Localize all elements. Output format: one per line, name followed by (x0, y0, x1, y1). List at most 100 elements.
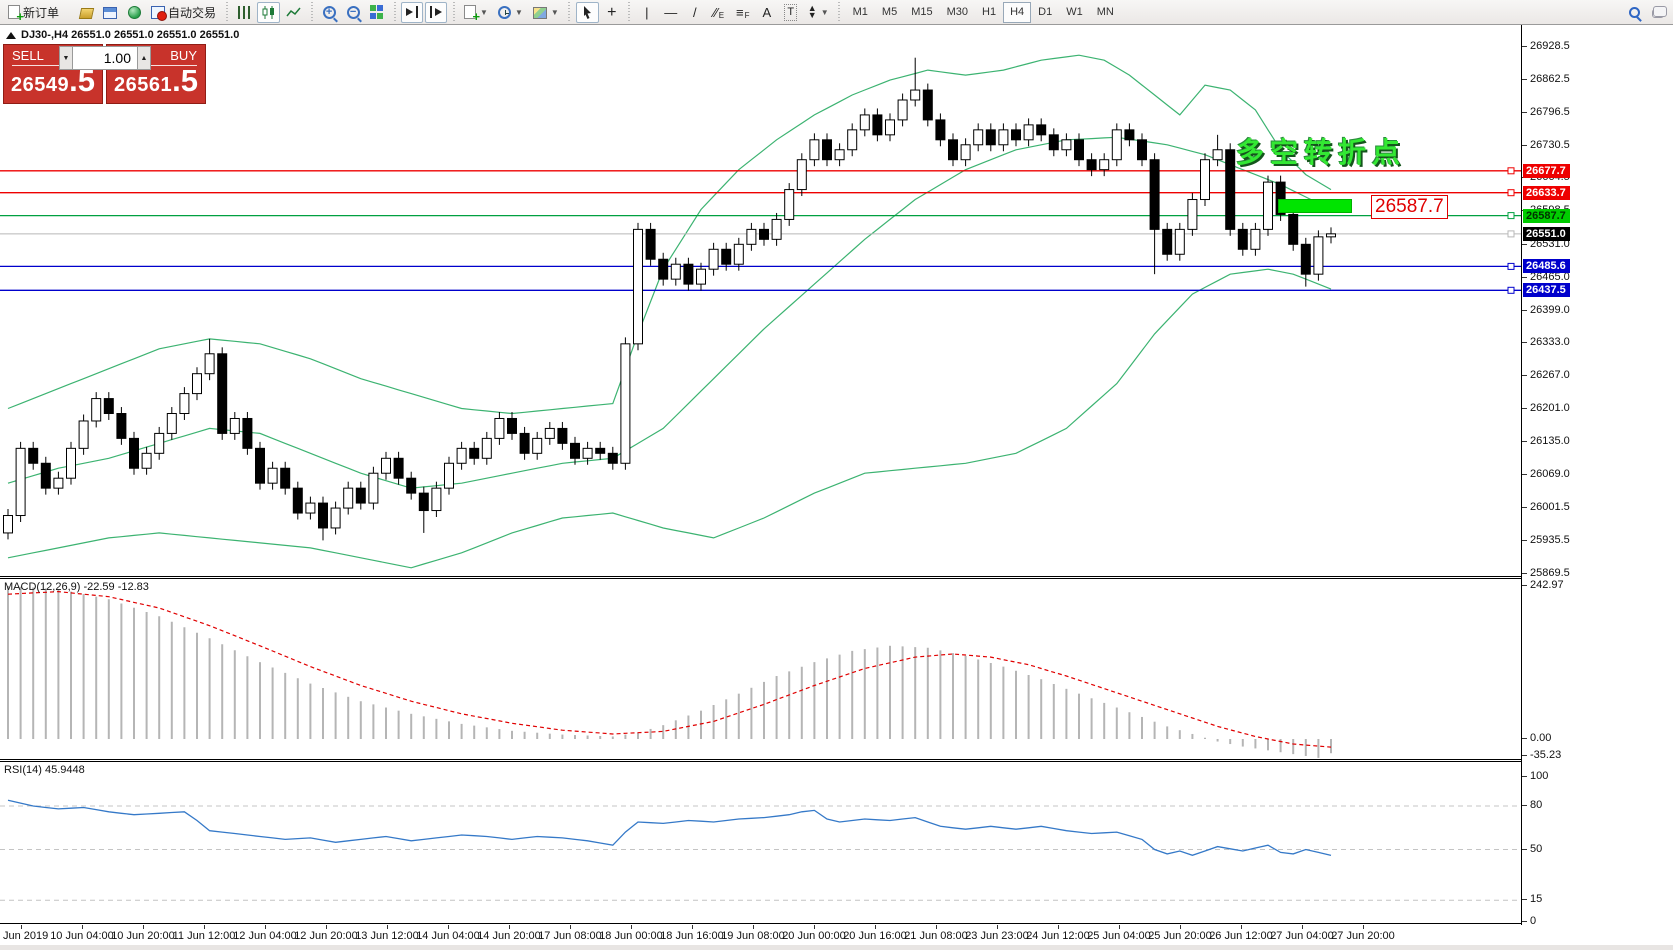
trendline-tool-button[interactable]: / (684, 2, 706, 23)
time-tick-label: 13 Jun 12:00 (355, 930, 419, 942)
toolbar-separator (309, 2, 315, 22)
channel-tool-button[interactable]: ⁄⁄ E (708, 2, 730, 23)
trendline-icon: / (692, 4, 697, 20)
channel-icon: ⁄⁄ (713, 4, 718, 20)
navigator-button[interactable] (123, 2, 145, 23)
chart-shift-button[interactable] (425, 1, 448, 23)
periods-button[interactable]: ▼ (494, 2, 527, 23)
axis-tick-label: 26862.5 (1530, 73, 1570, 85)
template-icon (532, 7, 547, 19)
zoom-out-button[interactable]: − (342, 2, 364, 23)
volume-decrease-button[interactable]: ▼ (59, 46, 73, 70)
toolbar-separator (451, 2, 457, 22)
tile-windows-icon (370, 5, 384, 19)
price-chart[interactable]: DJ30-,H4 26551.0 26551.0 26551.0 26551.0… (0, 25, 1521, 577)
time-tick-mark (1180, 925, 1181, 929)
price-axis[interactable]: 26928.526862.526796.526730.526664.526598… (1521, 25, 1673, 927)
tile-windows-button[interactable] (366, 2, 388, 23)
bar-chart-button[interactable] (233, 2, 255, 23)
turning-point-annotation[interactable]: 多空转折点 (1236, 137, 1407, 168)
time-tick-mark (21, 925, 22, 929)
volume-increase-button[interactable]: ▲ (137, 46, 151, 70)
templates-button[interactable]: ▼ (529, 2, 563, 23)
volume-input[interactable] (73, 46, 137, 70)
horizontal-line-icon: — (664, 4, 678, 20)
axis-tick-mark (1522, 145, 1527, 146)
community-chat-button[interactable] (1647, 2, 1669, 23)
timeframe-m15-button[interactable]: M15 (911, 6, 933, 18)
zoom-in-button[interactable]: + (318, 2, 340, 23)
data-window-icon (103, 7, 118, 19)
market-watch-button[interactable] (75, 2, 97, 23)
auto-scroll-button[interactable] (401, 1, 424, 23)
autotrading-button[interactable]: 自动交易 (147, 2, 220, 23)
timeframe-m30-button[interactable]: M30 (946, 6, 969, 18)
main-toolbar: + 新订单 自动交易 (0, 0, 1673, 25)
timeframe-w1-button[interactable]: W1 (1066, 6, 1083, 18)
timeframe-h1-button[interactable]: H1 (982, 6, 997, 18)
sell-panel[interactable]: SELL 26549.5 (3, 44, 103, 104)
time-tick-mark (997, 925, 998, 929)
timeframe-d1-button[interactable]: D1 (1038, 6, 1053, 18)
time-tick-mark (875, 925, 876, 929)
price-level-label: 26551.0 (1523, 227, 1570, 241)
search-button[interactable] (1623, 2, 1645, 23)
buy-button[interactable]: BUY (145, 48, 197, 66)
pivot-highlight-rect[interactable] (1278, 199, 1352, 213)
axis-tick-mark (1522, 849, 1527, 850)
fibonacci-icon: ≡ (736, 4, 744, 20)
axis-tick-mark (1522, 755, 1527, 756)
time-tick-label: 18 Jun 00:00 (599, 930, 663, 942)
label-tool-button[interactable]: T (780, 2, 802, 23)
data-window-button[interactable] (99, 2, 121, 23)
axis-tick-mark (1522, 277, 1527, 278)
line-chart-icon (286, 7, 301, 16)
axis-tick-label: 26201.0 (1530, 402, 1570, 414)
axis-tick-mark (1522, 375, 1527, 376)
toolbar-separator (224, 2, 230, 22)
time-tick-mark (631, 925, 632, 929)
time-tick-label: 10 Jun 04:00 (50, 930, 114, 942)
time-tick-label: 19 Jun 08:00 (721, 930, 785, 942)
time-tick-label: 7 Jun 2019 (0, 930, 49, 942)
axis-tick-mark (1522, 776, 1527, 777)
line-chart-button[interactable] (282, 2, 305, 23)
arrows-tool-button[interactable]: ▲ ▼ ▼ (804, 2, 833, 23)
vline-tool-button[interactable]: | (636, 2, 658, 23)
cursor-tool-button[interactable] (575, 1, 599, 23)
axis-tick-label: 25935.5 (1530, 534, 1570, 546)
indicators-button[interactable]: + ▼ (460, 2, 492, 23)
buy-price-frac: .5 (172, 63, 198, 98)
axis-tick-mark (1522, 738, 1527, 739)
time-tick-label: 25 Jun 20:00 (1148, 930, 1212, 942)
hline-tool-button[interactable]: — (660, 2, 682, 23)
time-tick-label: 17 Jun 08:00 (538, 930, 602, 942)
timeframe-mn-button[interactable]: MN (1096, 6, 1114, 18)
cursor-icon (583, 5, 591, 19)
rsi-indicator-pane[interactable]: RSI(14) 45.9448 (0, 761, 1521, 924)
time-tick-mark (1119, 925, 1120, 929)
label-tool-icon: T (784, 3, 798, 21)
candlestick-chart-button[interactable] (257, 1, 281, 23)
sell-button[interactable]: SELL (12, 48, 70, 66)
time-tick-mark (509, 925, 510, 929)
time-tick-mark (1363, 925, 1364, 929)
timeframe-h4-button[interactable]: H4 (1003, 1, 1032, 23)
crosshair-tool-button[interactable]: + (601, 2, 623, 23)
timeframe-m5-button[interactable]: M5 (881, 6, 898, 18)
text-tool-button[interactable]: A (756, 2, 778, 23)
axis-tick-label: 15 (1530, 893, 1543, 905)
channel-letter: E (718, 10, 725, 20)
axis-tick-label: 100 (1530, 770, 1549, 782)
price-level-label: 26485.6 (1523, 259, 1570, 273)
pivot-price-tag[interactable]: 26587.7 (1371, 195, 1448, 219)
crosshair-icon: + (607, 3, 617, 21)
macd-indicator-pane[interactable]: MACD(12,26,9) -22.59 -12.83 (0, 578, 1521, 760)
toolbar-separator (836, 2, 842, 22)
fibonacci-tool-button[interactable]: ≡ F (732, 2, 754, 23)
time-tick-label: 10 Jun 20:00 (111, 930, 175, 942)
timeframe-m1-button[interactable]: M1 (852, 6, 868, 18)
new-order-button[interactable]: + 新订单 (4, 2, 63, 23)
